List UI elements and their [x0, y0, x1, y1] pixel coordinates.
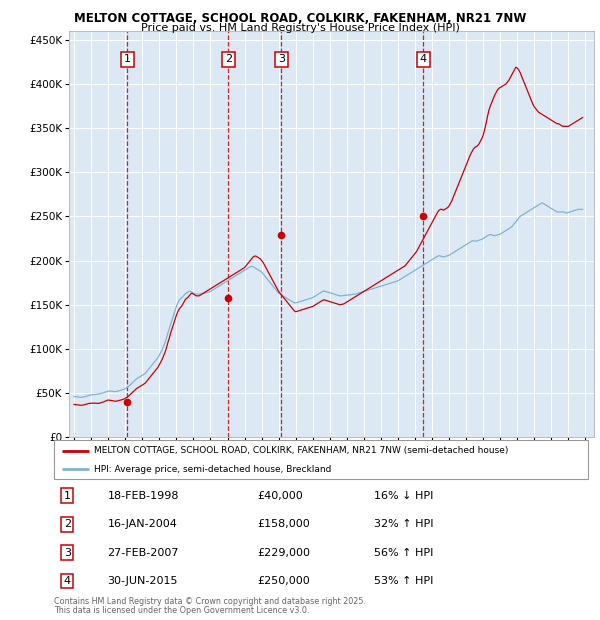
- Text: 16-JAN-2004: 16-JAN-2004: [107, 520, 177, 529]
- Text: 1: 1: [124, 55, 131, 64]
- Text: 2: 2: [64, 520, 71, 529]
- Text: 3: 3: [64, 547, 71, 557]
- Text: £229,000: £229,000: [257, 547, 310, 557]
- Text: MELTON COTTAGE, SCHOOL ROAD, COLKIRK, FAKENHAM, NR21 7NW (semi-detached house): MELTON COTTAGE, SCHOOL ROAD, COLKIRK, FA…: [94, 446, 508, 455]
- Text: £40,000: £40,000: [257, 491, 302, 501]
- Text: 56% ↑ HPI: 56% ↑ HPI: [374, 547, 434, 557]
- FancyBboxPatch shape: [54, 440, 588, 479]
- Text: £250,000: £250,000: [257, 576, 310, 586]
- Text: 1: 1: [64, 491, 71, 501]
- Text: 4: 4: [420, 55, 427, 64]
- Text: £158,000: £158,000: [257, 520, 310, 529]
- Text: 30-JUN-2015: 30-JUN-2015: [107, 576, 178, 586]
- Text: This data is licensed under the Open Government Licence v3.0.: This data is licensed under the Open Gov…: [54, 606, 310, 616]
- Text: MELTON COTTAGE, SCHOOL ROAD, COLKIRK, FAKENHAM, NR21 7NW: MELTON COTTAGE, SCHOOL ROAD, COLKIRK, FA…: [74, 12, 526, 25]
- Text: HPI: Average price, semi-detached house, Breckland: HPI: Average price, semi-detached house,…: [94, 464, 331, 474]
- Text: 2: 2: [224, 55, 232, 64]
- Text: 16% ↓ HPI: 16% ↓ HPI: [374, 491, 434, 501]
- Text: 27-FEB-2007: 27-FEB-2007: [107, 547, 179, 557]
- Text: 4: 4: [64, 576, 71, 586]
- Text: 3: 3: [278, 55, 285, 64]
- Text: 53% ↑ HPI: 53% ↑ HPI: [374, 576, 434, 586]
- Text: 32% ↑ HPI: 32% ↑ HPI: [374, 520, 434, 529]
- Text: 18-FEB-1998: 18-FEB-1998: [107, 491, 179, 501]
- Text: Contains HM Land Registry data © Crown copyright and database right 2025.: Contains HM Land Registry data © Crown c…: [54, 597, 366, 606]
- Text: Price paid vs. HM Land Registry's House Price Index (HPI): Price paid vs. HM Land Registry's House …: [140, 23, 460, 33]
